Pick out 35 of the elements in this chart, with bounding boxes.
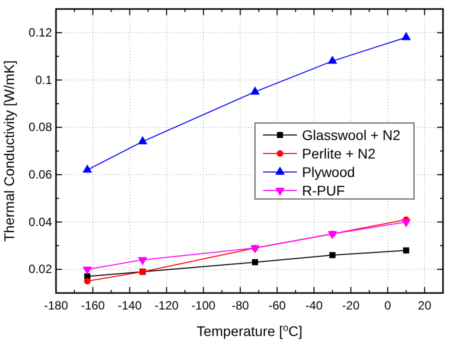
x-tick-label: -160 xyxy=(80,298,106,313)
y-tick-label: 0.12 xyxy=(28,26,52,40)
point xyxy=(402,219,411,227)
point xyxy=(138,257,147,265)
x-tick-label: -100 xyxy=(191,298,216,313)
point xyxy=(138,136,147,144)
point xyxy=(84,278,91,284)
point xyxy=(402,32,411,40)
point xyxy=(329,252,336,258)
point xyxy=(82,164,92,173)
point xyxy=(82,266,92,274)
legend-label: Perlite + N2 xyxy=(302,146,376,162)
y-tick-label: 0.04 xyxy=(28,214,52,229)
x-tick-label: -180 xyxy=(44,298,68,313)
x-tick-label: -80 xyxy=(232,298,250,313)
x-axis-title: Temperature [$^{o}$C] xyxy=(196,322,302,339)
legend-label: R-PUF xyxy=(302,182,345,198)
point xyxy=(403,247,410,254)
point xyxy=(250,86,260,95)
x-tick-label: -20 xyxy=(342,298,360,313)
x-tick-label: -120 xyxy=(154,298,179,313)
legend-label: Plywood xyxy=(302,164,355,180)
point xyxy=(252,259,258,266)
x-tick-label: -60 xyxy=(268,298,286,313)
x-tick-label: 20 xyxy=(418,298,432,313)
y-tick-label: 0.1 xyxy=(35,72,52,87)
x-tick-label: 0 xyxy=(384,298,392,313)
x-tick-label: -140 xyxy=(118,298,142,313)
x-tick-label: -40 xyxy=(305,298,323,313)
legend-label: Glasswool + N2 xyxy=(302,127,401,143)
point xyxy=(328,56,337,64)
y-tick-label: 0.02 xyxy=(28,262,52,276)
y-tick-label: 0.08 xyxy=(28,120,52,134)
y-axis-title: Thermal Conductivity [W/mK] xyxy=(1,60,17,242)
y-tick-label: 0.06 xyxy=(28,168,52,182)
